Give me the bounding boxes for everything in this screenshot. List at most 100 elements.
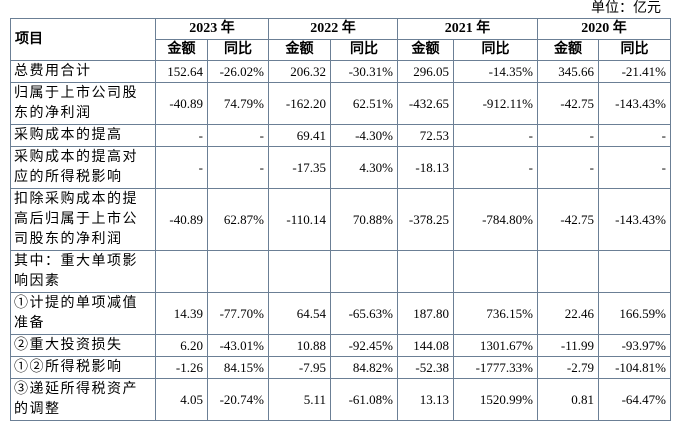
cell: 69.41 — [268, 124, 331, 147]
cell: 84.15% — [207, 356, 269, 379]
cell: -104.81% — [598, 356, 671, 379]
cell: 84.82% — [330, 356, 398, 379]
cell: 0.81 — [537, 378, 599, 421]
year-header: 2023 年 — [155, 18, 269, 40]
cell: 5.11 — [268, 378, 331, 421]
row-label: 归属于上市公司股东的净利润 — [10, 82, 156, 125]
cell: 4.05 — [155, 378, 208, 421]
cell: -17.35 — [268, 146, 331, 189]
cell: 736.15% — [453, 292, 538, 335]
data-table: 项目 2023 年 2022 年 2021 年 2020 年金额 同比 金额 同比 金额 同比 金额… — [10, 18, 671, 421]
cell: 14.39 — [155, 292, 208, 335]
row-label: 总费用合计 — [10, 60, 156, 83]
cell: 22.46 — [537, 292, 599, 335]
cell: - — [207, 124, 269, 147]
data-row: 扣除采购成本的提高后归属于上市公司股东的净利润 -40.89 62.87% -110.… — [10, 188, 671, 251]
row-label: 采购成本的提高 — [10, 124, 156, 147]
cell: -64.47% — [598, 378, 671, 421]
data-row: ③递延所得税资产的调整 4.05 -20.74% 5.11 -61.08% 13.13 15… — [10, 378, 671, 421]
cell — [268, 250, 331, 293]
cell: -2.79 — [537, 356, 599, 379]
data-row: ①计提的单项减值准备 14.39 -77.70% 64.54 -65.63% 187.80… — [10, 292, 671, 335]
cell — [207, 250, 269, 293]
cell — [330, 250, 398, 293]
cell: 144.08 — [397, 334, 454, 357]
unit-note: 单位：亿元 — [591, 1, 661, 16]
sub-header: 同比 — [330, 39, 398, 61]
cell: -14.35% — [453, 60, 538, 83]
data-row: 总费用合计 152.64 -26.02% 206.32 -30.31% 296.05 -14… — [10, 60, 671, 83]
cell: 72.53 — [397, 124, 454, 147]
row-label: 其中：重大单项影响因素 — [10, 250, 156, 293]
cell: - — [537, 146, 599, 189]
cell: 70.88% — [330, 188, 398, 251]
year-header: 2021 年 — [397, 18, 538, 40]
cell: -110.14 — [268, 188, 331, 251]
cell: - — [155, 124, 208, 147]
cell: -65.63% — [330, 292, 398, 335]
cell: -11.99 — [537, 334, 599, 357]
cell: -42.75 — [537, 82, 599, 125]
cell: -378.25 — [397, 188, 454, 251]
sub-header: 同比 — [598, 39, 671, 61]
cell: -1777.33% — [453, 356, 538, 379]
sub-header: 金额 — [155, 39, 208, 61]
data-row: 其中：重大单项影响因素 — [10, 250, 671, 293]
cell: -61.08% — [330, 378, 398, 421]
cell: 166.59% — [598, 292, 671, 335]
cell: -40.89 — [155, 82, 208, 125]
sub-header: 同比 — [207, 39, 269, 61]
cell: 206.32 — [268, 60, 331, 83]
cell: 152.64 — [155, 60, 208, 83]
cell: -93.97% — [598, 334, 671, 357]
data-row: ②重大投资损失 6.20 -43.01% 10.88 -92.45% 144.08 1301… — [10, 334, 671, 357]
cell: - — [453, 146, 538, 189]
cell: -4.30% — [330, 124, 398, 147]
cell: -912.11% — [453, 82, 538, 125]
cell: - — [537, 124, 599, 147]
cell: 62.51% — [330, 82, 398, 125]
cell: 187.80 — [397, 292, 454, 335]
cell — [537, 250, 599, 293]
cell: -7.95 — [268, 356, 331, 379]
cell: 6.20 — [155, 334, 208, 357]
data-row: 采购成本的提高 - -69.41 -4.30% 72.53- - - — [10, 124, 671, 147]
cell: -143.43% — [598, 82, 671, 125]
cell: 13.13 — [397, 378, 454, 421]
row-label: ①②所得税影响 — [10, 356, 156, 379]
sub-header: 同比 — [453, 39, 538, 61]
row-label: 扣除采购成本的提高后归属于上市公司股东的净利润 — [10, 188, 156, 251]
cell — [453, 250, 538, 293]
row-label: ③递延所得税资产的调整 — [10, 378, 156, 421]
header-row: 金额 同比 金额 同比 金额 同比 金额 同比 — [11, 39, 671, 61]
cell: 64.54 — [268, 292, 331, 335]
row-label: ②重大投资损失 — [10, 334, 156, 357]
cell: 74.79% — [207, 82, 269, 125]
cell: 296.05 — [397, 60, 454, 83]
row-label: 采购成本的提高对应的所得税影响 — [10, 146, 156, 189]
cell: -52.38 — [397, 356, 454, 379]
data-row: 采购成本的提高对应的所得税影响 - - -17.35 4.30% -18.13- - - — [10, 146, 671, 189]
cell — [397, 250, 454, 293]
sub-header: 金额 — [268, 39, 331, 61]
cell: 1520.99% — [453, 378, 538, 421]
row-label: ①计提的单项减值准备 — [10, 292, 156, 335]
data-row: ①②所得税影响 -1.26 84.15% -7.95 84.82% -52.38 -1777… — [10, 356, 671, 379]
cell: -162.20 — [268, 82, 331, 125]
cell: -77.70% — [207, 292, 269, 335]
header-row: 项目 2023 年 2022 年 2021 年 2020 年 — [10, 18, 671, 61]
cell: -40.89 — [155, 188, 208, 251]
cell: -18.13 — [397, 146, 454, 189]
cell: 345.66 — [537, 60, 599, 83]
cell: -784.80% — [453, 188, 538, 251]
year-header: 2020 年 — [537, 18, 671, 40]
sub-header: 金额 — [397, 39, 454, 61]
cell: -92.45% — [330, 334, 398, 357]
cell: -432.65 — [397, 82, 454, 125]
cell: -1.26 — [155, 356, 208, 379]
cell: 1301.67% — [453, 334, 538, 357]
cell: -143.43% — [598, 188, 671, 251]
item-header: 项目 — [10, 18, 156, 61]
data-row: 归属于上市公司股东的净利润 -40.89 74.79% -162.20 62.51% -4… — [10, 82, 671, 125]
